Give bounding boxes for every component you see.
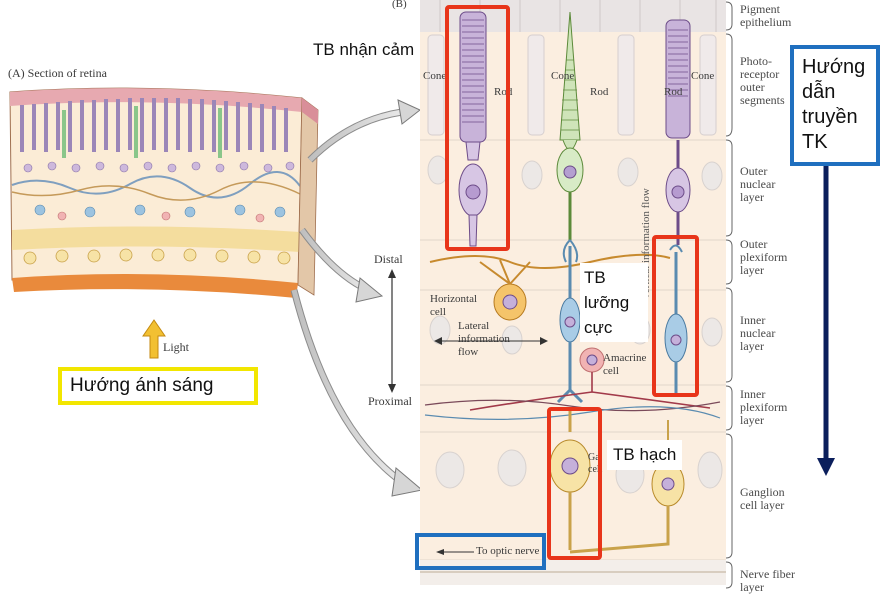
photoreceptor-highlight-box xyxy=(445,5,510,251)
layer-inner-plexiform: Inner plexiform layer xyxy=(740,387,788,427)
connector-arrows xyxy=(290,99,424,497)
distal-proximal-arrow xyxy=(388,269,396,393)
horizontal-cell-label: Horizontal cell xyxy=(430,293,478,318)
nerve-direction-arrow-icon xyxy=(817,166,835,476)
light-arrow-icon xyxy=(142,319,166,359)
bipolar-highlight-box xyxy=(652,235,699,397)
layer-outer-plexiform: Outer plexiform layer xyxy=(740,237,788,277)
amacrine-cell-label: Amacrine cell xyxy=(603,352,647,377)
layer-ganglion-cell: Ganglion cell layer xyxy=(740,485,785,512)
ganglion-highlight-box xyxy=(547,407,602,560)
layer-nerve-fiber: Nerve fiber layer xyxy=(740,567,795,594)
layer-photoreceptor-outer-segments: Photo-receptor outer segments xyxy=(740,54,785,107)
rod-label-right: Rod xyxy=(664,86,683,98)
cone-label-mid: Cone xyxy=(551,70,575,82)
retina-section-illustration xyxy=(9,87,319,298)
retina-cell-diagram xyxy=(420,0,726,585)
distal-label: Distal xyxy=(374,252,403,266)
optic-nerve-label: To optic nerve xyxy=(476,545,540,557)
panel-a-title: (A) Section of retina xyxy=(8,66,107,80)
proximal-label: Proximal xyxy=(368,394,412,408)
optic-nerve-highlight-box xyxy=(415,533,546,570)
bipolar-annotation: TB lưỡng cực xyxy=(580,263,648,342)
photoreceptor-annotation: TB nhận cảm xyxy=(313,40,415,59)
layer-pigment-epithelium: Pigment epithelium xyxy=(740,2,792,29)
light-direction-annotation: Hướng ánh sáng xyxy=(58,367,258,405)
lateral-flow-label: Lateral information flow xyxy=(458,320,510,358)
cone-label-left: Cone xyxy=(423,70,447,82)
layer-outer-nuclear: Outer nuclear layer xyxy=(740,164,776,204)
panel-b-title: (B) xyxy=(392,0,407,10)
nerve-direction-annotation: Hướng dẫn truyền TK xyxy=(790,45,880,166)
ganglion-annotation: TB hạch xyxy=(607,440,683,470)
layer-brackets xyxy=(725,1,733,589)
light-label: Light xyxy=(163,340,189,354)
layer-inner-nuclear: Inner nuclear layer xyxy=(740,313,776,353)
ganglion-cell-label: Ga cell xyxy=(588,452,603,475)
cone-label-right: Cone xyxy=(691,70,715,82)
rod-label-mid: Rod xyxy=(590,86,609,98)
